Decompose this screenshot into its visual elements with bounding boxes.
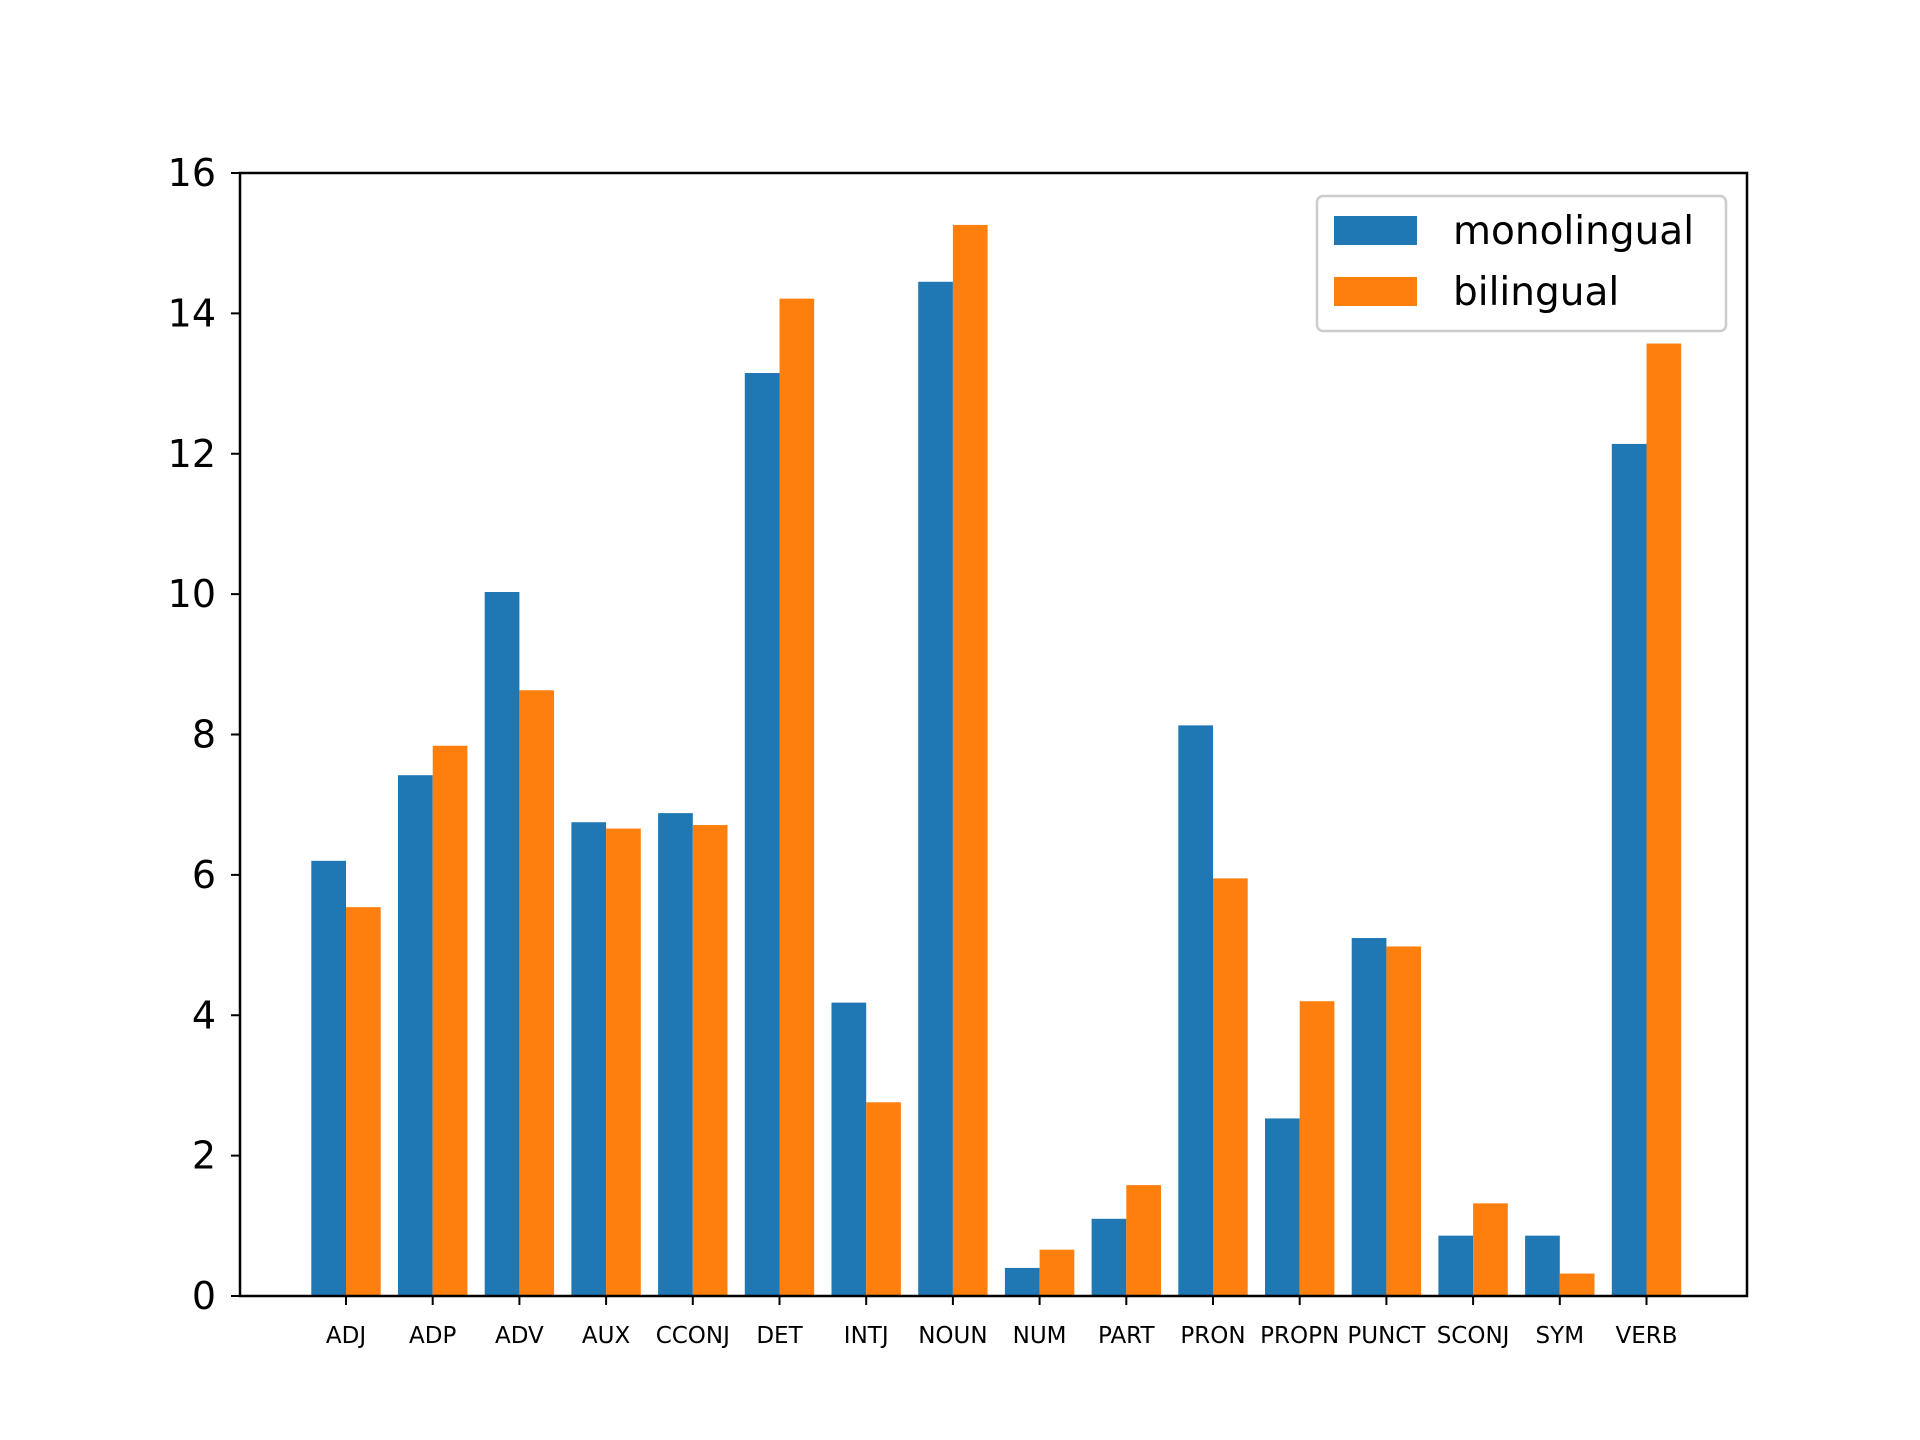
y-tick-label-12: 12 (168, 432, 216, 476)
bar-monolingual-cconj (658, 813, 693, 1296)
y-tick-label-0: 0 (192, 1274, 216, 1318)
bar-monolingual-aux (571, 822, 607, 1296)
bar-monolingual-sconj (1438, 1235, 1474, 1296)
y-tick-label-6: 6 (192, 853, 216, 897)
bar-monolingual-part (1091, 1218, 1127, 1296)
bar-bilingual-verb (1646, 343, 1682, 1296)
x-tick-label-det: DET (756, 1323, 803, 1349)
y-tick-label-2: 2 (192, 1134, 216, 1178)
bar-bilingual-noun (952, 224, 988, 1297)
x-tick-label-aux: AUX (582, 1323, 631, 1349)
x-tick-label-pron: PRON (1180, 1323, 1245, 1349)
bar-bilingual-aux (606, 828, 641, 1296)
legend: monolingual bilingual (1315, 194, 1728, 333)
x-tick-label-adp: ADP (409, 1323, 456, 1349)
y-tick-label-8: 8 (192, 713, 216, 757)
legend-label-bilingual: bilingual (1453, 270, 1619, 315)
bar-bilingual-sconj (1473, 1203, 1508, 1296)
y-tick-label-16: 16 (168, 151, 216, 195)
x-tick-label-adj: ADJ (326, 1323, 366, 1349)
bar-monolingual-noun (918, 281, 953, 1296)
bar-bilingual-intj (866, 1102, 901, 1296)
bar-monolingual-pron (1178, 725, 1213, 1296)
bar-bilingual-punct (1386, 946, 1422, 1296)
x-tick-label-punct: PUNCT (1347, 1323, 1426, 1349)
legend-swatch-bilingual (1334, 277, 1417, 306)
bar-bilingual-adp (432, 745, 468, 1296)
plot-area-frame (238, 171, 1749, 1298)
x-tick-label-verb: VERB (1615, 1323, 1677, 1349)
x-tick-label-sym: SYM (1536, 1323, 1585, 1349)
bar-bilingual-part (1126, 1185, 1161, 1296)
bar-bilingual-sym (1559, 1273, 1595, 1296)
bar-bilingual-cconj (692, 825, 728, 1296)
legend-frame (1315, 194, 1728, 333)
bar-bilingual-det (779, 298, 815, 1296)
bar-monolingual-adp (398, 775, 433, 1296)
x-tick-label-intj: INTJ (844, 1323, 889, 1349)
bar-bilingual-propn (1299, 1001, 1335, 1296)
y-axis: 0 2 4 6 8 10 12 14 16 (168, 151, 240, 1318)
bar-monolingual-sym (1525, 1235, 1560, 1296)
bar-monolingual-num (1004, 1267, 1040, 1296)
legend-swatch-monolingual (1334, 216, 1417, 245)
x-tick-label-adv: ADV (495, 1323, 544, 1349)
y-tick-label-10: 10 (168, 572, 216, 616)
legend-label-monolingual: monolingual (1453, 209, 1694, 254)
bar-monolingual-adj (311, 860, 346, 1296)
bar-monolingual-propn (1265, 1118, 1300, 1296)
bar-bilingual-num (1039, 1249, 1075, 1296)
x-tick-label-part: PART (1098, 1323, 1155, 1349)
x-tick-label-noun: NOUN (918, 1323, 987, 1349)
x-tick-label-num: NUM (1013, 1323, 1067, 1349)
y-tick-label-4: 4 (192, 993, 216, 1037)
bar-bilingual-pron (1213, 878, 1248, 1296)
bar-monolingual-det (744, 373, 780, 1296)
bar-bilingual-adv (519, 690, 555, 1296)
y-tick-label-14: 14 (168, 291, 216, 335)
bar-monolingual-adv (484, 592, 520, 1296)
bar-monolingual-intj (831, 1002, 867, 1296)
bar-bilingual-adj (346, 907, 381, 1296)
bars-group (311, 224, 1682, 1297)
x-tick-label-sconj: SCONJ (1437, 1323, 1510, 1349)
bar-monolingual-punct (1351, 938, 1387, 1296)
x-tick-label-propn: PROPN (1260, 1323, 1339, 1349)
x-axis: ADJ ADP ADV AUX CCONJ DET INTJ NOUN NUM PART PRON P… (326, 1296, 1678, 1349)
bar-monolingual-verb (1611, 443, 1647, 1296)
x-tick-label-cconj: CCONJ (656, 1323, 730, 1349)
